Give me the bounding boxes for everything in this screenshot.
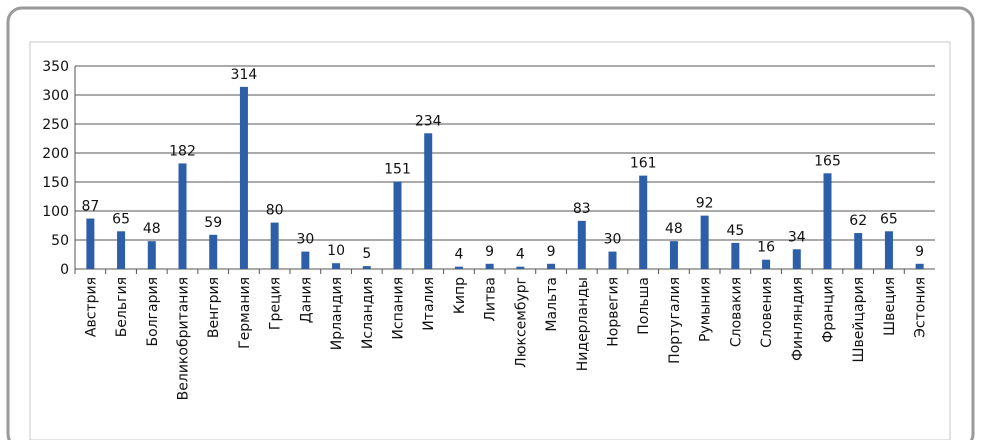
data-label: 92 xyxy=(696,196,714,212)
x-tick-label: Польша xyxy=(636,277,652,335)
data-label: 62 xyxy=(849,213,867,229)
x-tick-label: Люксембург xyxy=(513,277,529,368)
x-tick-label: Дания xyxy=(298,277,314,323)
y-tick-label: 100 xyxy=(42,204,69,220)
bar xyxy=(393,181,402,269)
bar xyxy=(915,263,924,269)
x-tick-label: Греция xyxy=(268,277,284,330)
x-tick-label: Германия xyxy=(237,277,253,349)
data-label: 83 xyxy=(573,201,591,217)
bar xyxy=(731,242,740,269)
bar xyxy=(178,163,187,269)
bar xyxy=(547,263,556,269)
bar xyxy=(362,266,371,269)
data-label: 4 xyxy=(454,247,463,263)
y-tick-label: 0 xyxy=(60,262,69,278)
data-label: 48 xyxy=(665,221,683,237)
y-tick-label: 250 xyxy=(42,117,69,133)
y-tick-label: 300 xyxy=(42,88,69,104)
bar xyxy=(823,173,832,269)
x-tick-label: Венгрия xyxy=(206,277,222,338)
x-tick-label: Бельгия xyxy=(114,277,130,337)
data-label: 9 xyxy=(485,244,494,260)
bar xyxy=(608,251,617,269)
bar xyxy=(669,241,678,269)
bar xyxy=(117,231,126,269)
bar xyxy=(884,231,893,269)
bar xyxy=(700,215,709,269)
data-label: 30 xyxy=(296,232,314,248)
x-tick-label: Кипр xyxy=(452,277,468,314)
x-tick-label: Испания xyxy=(391,277,407,340)
bar xyxy=(86,218,95,269)
x-tick-label: Швейцария xyxy=(851,277,867,362)
bar xyxy=(485,263,494,269)
data-label: 314 xyxy=(231,67,258,83)
chart-frame xyxy=(29,41,951,440)
x-tick-label: Эстония xyxy=(913,277,929,338)
data-label: 59 xyxy=(204,215,222,231)
data-label: 45 xyxy=(726,223,744,239)
data-label: 10 xyxy=(327,243,345,259)
data-label: 30 xyxy=(604,232,622,248)
bar xyxy=(301,251,310,269)
x-tick-label: Финляндия xyxy=(790,277,806,361)
x-tick-label: Румыния xyxy=(698,277,714,342)
x-tick-label: Норвегия xyxy=(606,277,622,347)
data-label: 5 xyxy=(362,246,371,262)
data-label: 80 xyxy=(266,203,284,219)
bar xyxy=(332,263,341,269)
bar xyxy=(270,222,279,269)
data-label: 16 xyxy=(757,240,775,256)
data-label: 9 xyxy=(547,244,556,260)
bar xyxy=(854,233,863,269)
bar xyxy=(147,241,156,269)
x-tick-label: Мальта xyxy=(544,277,560,332)
bar xyxy=(424,133,433,269)
data-label: 165 xyxy=(814,153,841,169)
x-tick-label: Италия xyxy=(421,277,437,331)
x-tick-label: Великобритания xyxy=(176,277,192,400)
data-label: 87 xyxy=(81,199,99,215)
x-tick-label: Ирландия xyxy=(329,277,345,350)
bar xyxy=(762,259,771,269)
x-tick-label: Литва xyxy=(483,277,499,322)
data-label: 161 xyxy=(630,156,657,172)
data-label: 65 xyxy=(112,211,130,227)
y-tick-label: 50 xyxy=(51,233,69,249)
data-label: 151 xyxy=(384,161,411,177)
x-tick-label: Швеция xyxy=(882,277,898,336)
data-label: 65 xyxy=(880,211,898,227)
data-label: 48 xyxy=(143,221,161,237)
x-tick-label: Франция xyxy=(821,277,837,343)
bar xyxy=(209,234,218,269)
x-tick-label: Словения xyxy=(759,277,775,348)
data-label: 182 xyxy=(169,143,196,159)
y-tick-label: 350 xyxy=(42,59,69,75)
data-label: 4 xyxy=(516,247,525,263)
x-tick-label: Нидерланды xyxy=(575,277,591,371)
x-tick-label: Португалия xyxy=(667,277,683,364)
data-label: 34 xyxy=(788,229,806,245)
y-tick-label: 150 xyxy=(42,175,69,191)
bar xyxy=(792,249,801,269)
x-tick-label: Австрия xyxy=(83,277,99,337)
x-tick-label: Словакия xyxy=(728,277,744,347)
data-label: 9 xyxy=(915,244,924,260)
data-label: 234 xyxy=(415,113,442,129)
bar xyxy=(454,266,463,269)
bar xyxy=(516,266,525,269)
bar xyxy=(639,175,648,269)
y-tick-label: 200 xyxy=(42,146,69,162)
bar xyxy=(577,220,586,269)
x-tick-label: Болгария xyxy=(145,277,161,346)
x-tick-label: Исландия xyxy=(360,277,376,349)
bar xyxy=(239,86,248,269)
